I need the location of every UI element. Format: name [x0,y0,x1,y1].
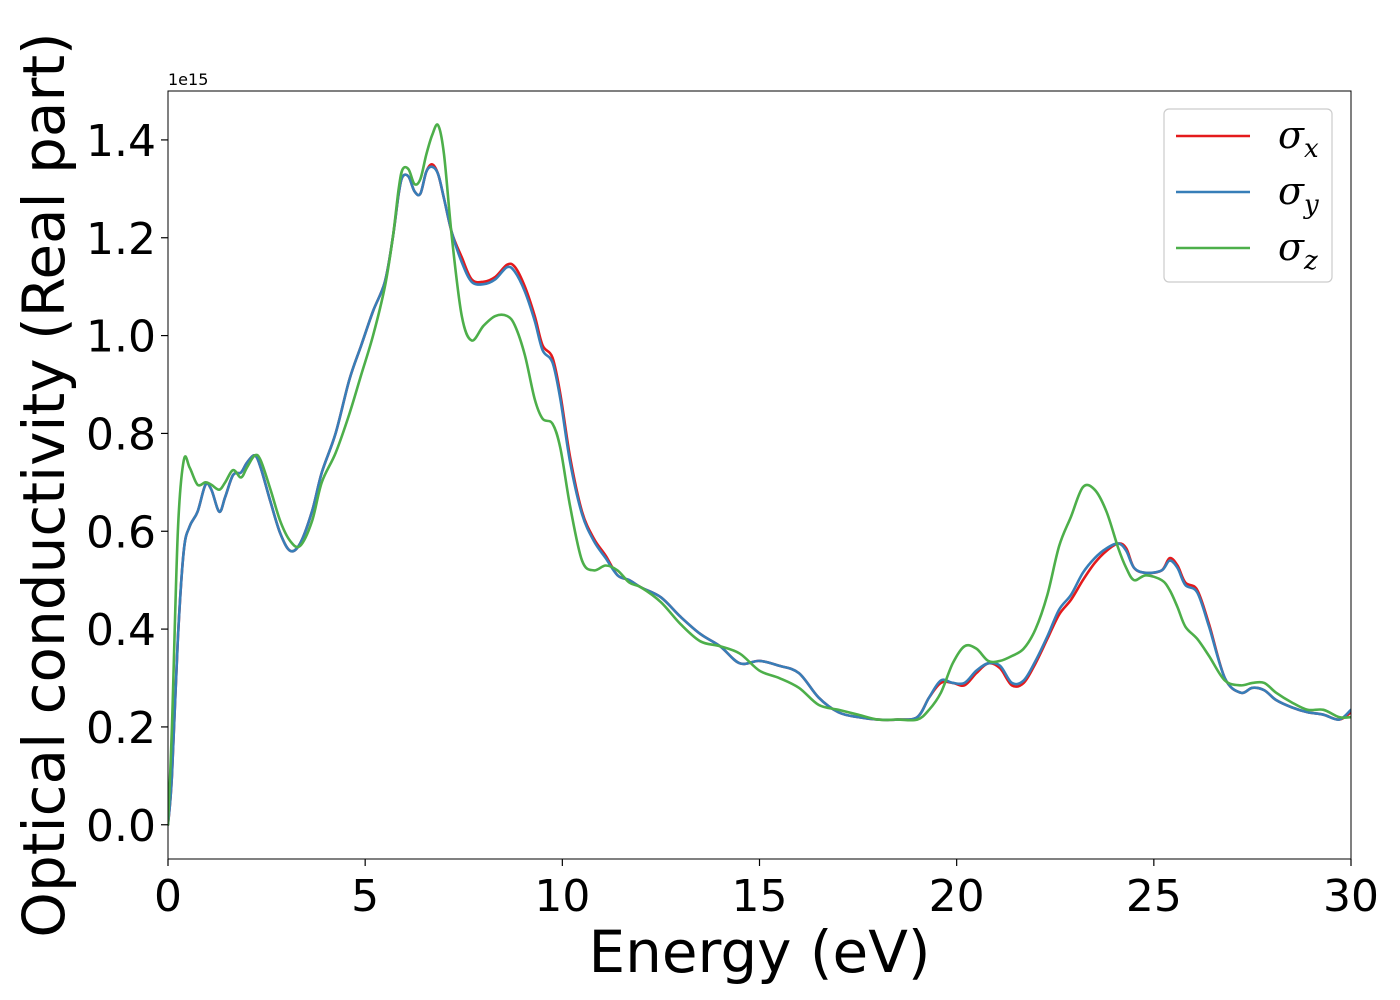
y-tick-label: 1.4 [86,116,156,167]
x-tick-label: 30 [1323,871,1379,922]
legend-label-sigma-y: σy [1278,169,1319,220]
x-tick-label: 15 [732,871,788,922]
x-ticks: 0 5 10 15 20 25 30 [154,859,1379,922]
x-axis-label: Energy (eV) [588,918,930,986]
x-tick-label: 25 [1126,871,1182,922]
y-tick-label: 0.0 [86,801,156,852]
legend-box [1163,108,1333,283]
series-line-sigma-y [168,165,1351,827]
y-tick-label: 0.6 [86,507,156,558]
series-layer [168,123,1351,827]
x-tick-label: 5 [351,871,379,922]
y-tick-label: 0.4 [86,605,156,656]
y-tick-label: 0.8 [86,409,156,460]
x-tick-label: 0 [154,871,182,922]
y-tick-label: 0.2 [86,703,156,754]
series-line-sigma-z [168,123,1351,827]
y-tick-label: 1.0 [86,312,156,363]
legend-label-sigma-x: σx [1278,113,1319,164]
y-ticks: 0.0 0.2 0.4 0.6 0.8 1.0 1.2 1.4 [86,116,168,852]
x-tick-label: 20 [929,871,985,922]
y-axis-label: Optical conductivity (Real part) [10,32,78,937]
y-tick-label: 1.2 [86,214,156,265]
legend-label-sigma-z: σz [1278,225,1318,276]
x-tick-label: 10 [534,871,590,922]
y-offset-label: 1e15 [168,70,208,89]
